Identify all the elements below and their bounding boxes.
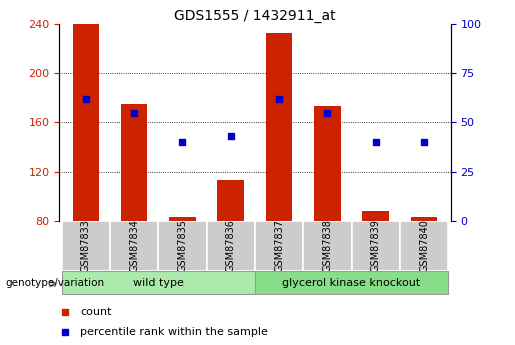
- Text: GSM87835: GSM87835: [178, 219, 187, 272]
- Bar: [314, 107, 341, 221]
- Text: GSM87833: GSM87833: [81, 219, 91, 272]
- Text: wild type: wild type: [133, 278, 184, 288]
- Text: count: count: [80, 307, 111, 317]
- Text: GSM87839: GSM87839: [371, 219, 381, 272]
- Bar: [169, 217, 196, 221]
- Bar: [62, 221, 110, 271]
- Bar: [400, 221, 448, 271]
- Bar: [158, 221, 207, 271]
- Text: genotype/variation: genotype/variation: [5, 278, 104, 288]
- Text: glycerol kinase knockout: glycerol kinase knockout: [282, 278, 421, 288]
- Text: GSM87838: GSM87838: [322, 219, 332, 272]
- Text: GSM87840: GSM87840: [419, 219, 429, 272]
- Text: GSM87834: GSM87834: [129, 219, 139, 272]
- Bar: [62, 271, 255, 295]
- Bar: [363, 211, 389, 221]
- Bar: [217, 180, 244, 221]
- Bar: [411, 217, 437, 221]
- Text: GSM87836: GSM87836: [226, 219, 236, 272]
- Bar: [255, 221, 303, 271]
- Title: GDS1555 / 1432911_at: GDS1555 / 1432911_at: [174, 9, 336, 23]
- Text: percentile rank within the sample: percentile rank within the sample: [80, 327, 268, 337]
- Bar: [121, 104, 147, 221]
- Text: GSM87837: GSM87837: [274, 219, 284, 272]
- Bar: [110, 221, 158, 271]
- Bar: [255, 271, 448, 295]
- Bar: [266, 33, 293, 221]
- Bar: [303, 221, 352, 271]
- Bar: [352, 221, 400, 271]
- Bar: [207, 221, 255, 271]
- Bar: [73, 24, 99, 221]
